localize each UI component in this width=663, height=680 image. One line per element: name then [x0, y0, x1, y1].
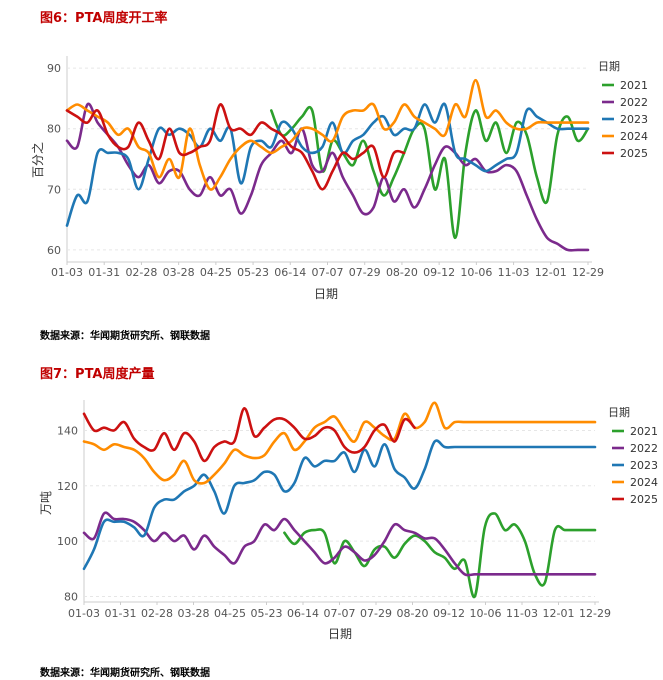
chart1-x-tick-label: 03-28	[163, 266, 195, 279]
chart1-x-tick-label: 07-07	[312, 266, 344, 279]
chart1-x-tick-label: 11-03	[498, 266, 530, 279]
chart1-series-2023	[65, 102, 590, 227]
chart2-x-tick-label: 06-14	[287, 607, 319, 620]
chart2-x-tick-label: 02-28	[141, 607, 173, 620]
chart1-y-axis-label: 百分之	[31, 142, 45, 178]
chart1-y-tick-label: 80	[47, 123, 61, 136]
chart2-legend-title: 日期	[608, 406, 630, 419]
chart2-y-tick-label: 120	[57, 480, 78, 493]
chart1-x-tick-label: 02-28	[125, 266, 157, 279]
chart1-legend-label-2025: 2025	[620, 147, 648, 160]
chart1-figure-title: 图6：PTA周度开工率	[40, 11, 168, 26]
chart1-legend-label-2024: 2024	[620, 130, 648, 143]
chart1-y-tick-label: 90	[47, 62, 61, 75]
chart1-legend-title: 日期	[598, 60, 620, 73]
chart2-x-tick-label: 08-20	[397, 607, 429, 620]
chart2-y-axis-label: 万吨	[39, 491, 53, 515]
chart2-legend-label-2023: 2023	[630, 459, 658, 472]
chart2-x-tick-label: 01-03	[68, 607, 100, 620]
chart2-x-tick-label: 10-06	[470, 607, 502, 620]
chart2-x-axis-label: 日期	[328, 627, 352, 641]
chart1-x-tick-label: 07-29	[349, 266, 381, 279]
chart1-x-tick-label: 10-06	[460, 266, 492, 279]
chart2-series-2022	[82, 511, 597, 577]
chart1-x-tick-label: 01-03	[51, 266, 83, 279]
chart2-figure-title: 图7：PTA周度产量	[40, 367, 155, 382]
chart1-series-2022	[65, 102, 590, 252]
chart1-legend-label-2021: 2021	[620, 79, 648, 92]
chart2-x-tick-label: 11-03	[506, 607, 538, 620]
chart1-legend-label-2023: 2023	[620, 113, 648, 126]
chart2-legend-label-2024: 2024	[630, 476, 658, 489]
chart2-y-tick-label: 80	[64, 590, 78, 603]
chart2-x-tick-label: 07-07	[324, 607, 356, 620]
chart1-x-tick-label: 06-14	[274, 266, 306, 279]
chart2-x-tick-label: 01-31	[105, 607, 137, 620]
chart2-source: 数据来源：华闻期货研究所、钢联数据	[40, 668, 210, 679]
chart1-x-tick-label: 09-12	[423, 266, 455, 279]
chart1-y-tick-label: 70	[47, 183, 61, 196]
chart1-x-tick-label: 04-25	[200, 266, 232, 279]
chart2-x-tick-label: 03-28	[178, 607, 210, 620]
chart2-x-tick-label: 05-23	[251, 607, 283, 620]
chart1-y-tick-label: 60	[47, 244, 61, 257]
chart2-legend-label-2025: 2025	[630, 493, 658, 506]
chart2-x-tick-label: 04-25	[214, 607, 246, 620]
chart2-y-tick-label: 140	[57, 424, 78, 437]
chart2-series-2024	[82, 401, 597, 485]
chart2-series-2023	[82, 439, 597, 571]
chart2-x-tick-label: 12-01	[543, 607, 575, 620]
chart1-source: 数据来源：华闻期货研究所、钢联数据	[40, 331, 210, 342]
chart2-legend-label-2022: 2022	[630, 442, 658, 455]
chart1-x-axis-label: 日期	[314, 287, 338, 301]
chart2-series-2021	[283, 512, 597, 599]
chart1-x-tick-label: 12-01	[535, 266, 567, 279]
chart1-x-tick-label: 08-20	[386, 266, 418, 279]
chart2-x-tick-label: 12-29	[579, 607, 611, 620]
chart1-series-2024	[65, 78, 590, 191]
chart2-x-tick-label: 07-29	[360, 607, 392, 620]
chart2-legend-label-2021: 2021	[630, 425, 658, 438]
chart2-y-tick-label: 100	[57, 535, 78, 548]
chart2-series-2025	[82, 406, 416, 463]
chart1-x-tick-label: 12-29	[572, 266, 604, 279]
chart1-series-2025	[65, 103, 406, 191]
chart2-x-tick-label: 09-12	[433, 607, 465, 620]
chart1-x-tick-label: 05-23	[237, 266, 269, 279]
chart1-legend-label-2022: 2022	[620, 96, 648, 109]
chart1-x-tick-label: 01-31	[88, 266, 120, 279]
chart1-svg: 60 70 80 90 01-03 01-31 02-28 03-28 04-25 05-23 06…	[31, 56, 648, 301]
